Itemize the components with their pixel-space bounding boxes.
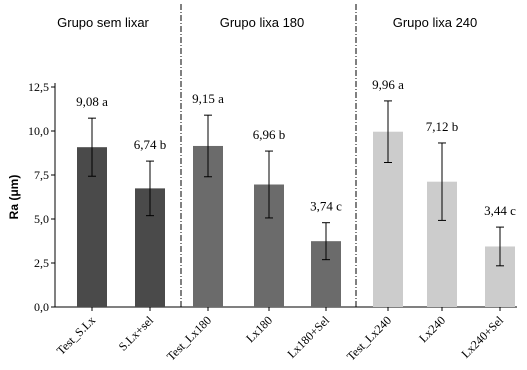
x-tick-label: Test_S.Lx — [54, 313, 98, 357]
y-tick-label: 12,5 — [28, 80, 49, 94]
x-tick-label: Lx180 — [243, 313, 275, 345]
data-label: 9,96 a — [372, 77, 404, 92]
data-label: 7,12 b — [426, 119, 459, 134]
y-tick-label: 7,5 — [34, 168, 49, 182]
x-tick-label: Test_Lx240 — [344, 313, 394, 363]
group-title: Grupo sem lixar — [57, 15, 149, 30]
group-title: Grupo lixa 240 — [393, 15, 478, 30]
x-tick-label: Lx180+Sel — [284, 313, 332, 361]
y-axis-title: Ra (μm) — [7, 175, 21, 220]
x-tick-label: S.Lx+sel — [116, 313, 157, 354]
x-tick-label: Test_Lx180 — [164, 313, 214, 363]
data-label: 3,44 c — [484, 203, 516, 218]
data-label: 6,96 b — [253, 127, 286, 142]
x-tick-label: Lx240+Sel — [458, 313, 506, 361]
data-label: 3,74 c — [310, 199, 342, 214]
group-title: Grupo lixa 180 — [220, 15, 305, 30]
data-label: 9,08 a — [76, 94, 108, 109]
x-tick-label: Lx240 — [416, 313, 448, 345]
y-tick-label: 5,0 — [34, 212, 49, 226]
y-tick-label: 2,5 — [34, 256, 49, 270]
data-label: 6,74 b — [134, 137, 167, 152]
y-tick-label: 10,0 — [28, 124, 49, 138]
y-tick-label: 0,0 — [34, 300, 49, 314]
data-label: 9,15 a — [192, 91, 224, 106]
